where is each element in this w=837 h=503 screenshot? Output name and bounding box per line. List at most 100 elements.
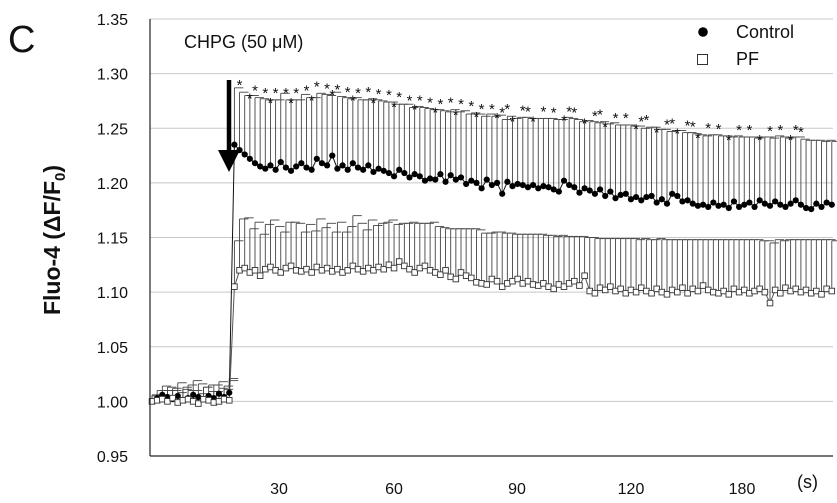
data-point-control bbox=[679, 198, 686, 205]
significance-star: * bbox=[494, 110, 500, 127]
data-point-control bbox=[658, 196, 665, 203]
data-point-control bbox=[694, 202, 702, 209]
significance-star: * bbox=[499, 105, 505, 122]
data-point-pf bbox=[663, 291, 671, 298]
data-point-control bbox=[303, 164, 310, 171]
data-point-control bbox=[334, 165, 341, 172]
significance-star: * bbox=[510, 113, 516, 130]
data-point-control bbox=[808, 205, 815, 213]
significance-star: * bbox=[334, 82, 340, 99]
data-point-control bbox=[684, 197, 691, 204]
data-point-pf bbox=[195, 400, 202, 407]
data-point-control bbox=[257, 163, 264, 170]
significance-star: * bbox=[643, 112, 649, 129]
data-point-control bbox=[318, 160, 326, 167]
data-point-pf bbox=[571, 277, 578, 285]
data-point-pf bbox=[684, 289, 691, 297]
significance-star: * bbox=[474, 109, 480, 126]
data-point-control bbox=[215, 390, 223, 397]
data-point-pf bbox=[756, 285, 763, 293]
significance-star: * bbox=[350, 93, 356, 110]
legend-control-label: Control bbox=[736, 22, 794, 42]
data-point-control bbox=[638, 197, 645, 204]
data-point-pf bbox=[277, 269, 285, 276]
data-point-pf bbox=[421, 262, 429, 270]
x-tick-label: 120 bbox=[618, 481, 645, 498]
x-tick-label: 60 bbox=[385, 481, 403, 498]
significance-star: * bbox=[540, 103, 546, 120]
significance-star: * bbox=[551, 105, 557, 122]
y-tick-label: 1.30 bbox=[97, 67, 128, 84]
data-point-pf bbox=[303, 265, 310, 273]
data-point-control bbox=[499, 190, 506, 197]
data-point-pf bbox=[720, 287, 727, 295]
significance-star: * bbox=[525, 103, 531, 120]
significance-star: * bbox=[324, 80, 330, 97]
significance-star: * bbox=[705, 120, 711, 137]
significance-star: * bbox=[386, 87, 392, 104]
data-point-control bbox=[633, 193, 640, 201]
significance-star: * bbox=[288, 95, 294, 112]
data-point-pf bbox=[591, 289, 599, 297]
significance-star: * bbox=[664, 117, 670, 134]
data-point-pf bbox=[741, 286, 748, 294]
data-point-control bbox=[725, 204, 732, 212]
data-point-control bbox=[380, 167, 387, 174]
data-point-pf bbox=[601, 286, 609, 294]
data-point-control bbox=[272, 166, 279, 173]
significance-star: * bbox=[468, 98, 474, 115]
significance-star: * bbox=[314, 78, 320, 95]
data-point-control bbox=[251, 160, 259, 167]
data-point-pf bbox=[622, 289, 630, 297]
data-point-pf bbox=[359, 268, 367, 275]
significance-star: * bbox=[716, 121, 722, 138]
data-point-control bbox=[524, 184, 532, 191]
data-point-control bbox=[267, 162, 274, 169]
y-tick-label: 0.95 bbox=[97, 449, 128, 466]
y-tick-label: 1.35 bbox=[97, 12, 128, 29]
data-point-control bbox=[648, 192, 655, 200]
significance-star: * bbox=[304, 83, 310, 100]
significance-star: * bbox=[623, 110, 629, 127]
stimulus-arrow bbox=[218, 80, 240, 172]
data-point-control bbox=[566, 181, 573, 189]
data-point-pf bbox=[771, 286, 779, 294]
y-tick-label: 1.25 bbox=[97, 121, 128, 138]
data-point-pf bbox=[385, 261, 393, 269]
y-axis-label: Fluo-4 (ΔF/F0) bbox=[39, 165, 69, 315]
data-point-pf bbox=[581, 272, 588, 279]
data-point-control bbox=[282, 164, 289, 171]
data-point-control bbox=[828, 201, 835, 208]
data-point-pf bbox=[370, 267, 377, 274]
significance-star: * bbox=[247, 90, 253, 107]
data-point-pf bbox=[524, 277, 532, 285]
data-point-control bbox=[710, 199, 717, 206]
significance-star: * bbox=[530, 113, 536, 130]
significance-star: * bbox=[777, 122, 783, 139]
data-point-control bbox=[797, 201, 805, 208]
significance-star: * bbox=[309, 93, 315, 110]
data-point-control bbox=[262, 165, 269, 172]
data-point-pf bbox=[231, 283, 238, 290]
data-point-control bbox=[643, 193, 650, 201]
significance-star: * bbox=[571, 105, 577, 122]
significance-star: * bbox=[437, 96, 443, 113]
data-point-control bbox=[190, 391, 197, 398]
y-tick-label: 1.05 bbox=[97, 340, 128, 357]
significance-star: * bbox=[520, 102, 526, 119]
data-point-pf bbox=[256, 272, 264, 279]
significance-star: * bbox=[613, 110, 619, 127]
data-point-control bbox=[437, 171, 444, 178]
data-point-control bbox=[293, 163, 300, 170]
data-point-pf bbox=[241, 264, 248, 272]
significance-star: * bbox=[268, 95, 274, 112]
data-point-control bbox=[586, 187, 593, 194]
data-point-control bbox=[504, 178, 511, 185]
data-point-pf bbox=[607, 283, 614, 290]
data-point-control bbox=[442, 178, 449, 185]
data-point-control bbox=[313, 155, 320, 162]
legend-pf-marker bbox=[697, 54, 708, 65]
data-point-control bbox=[540, 183, 547, 190]
data-point-control bbox=[802, 204, 810, 212]
data-point-pf bbox=[699, 282, 707, 289]
